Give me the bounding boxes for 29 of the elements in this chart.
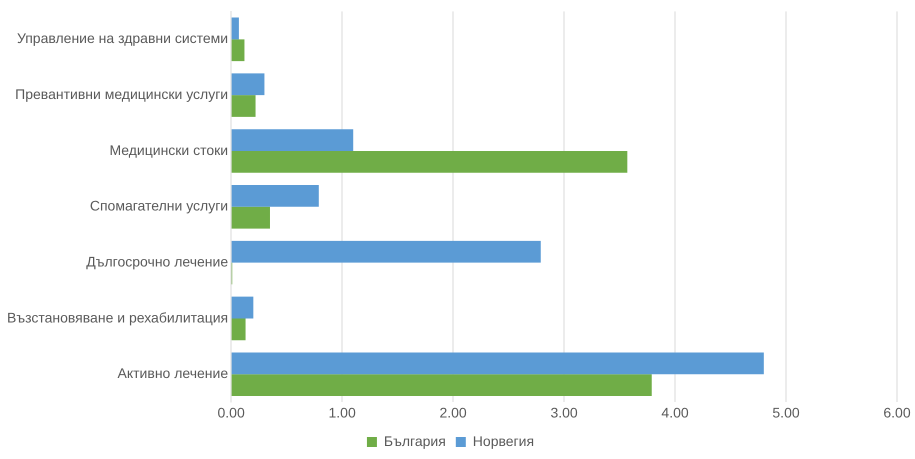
bar: [232, 73, 264, 96]
x-tick-label: 3.00: [550, 404, 578, 420]
x-tick-label: 6.00: [883, 404, 911, 420]
y-tick-label: Активно лечение: [118, 365, 228, 382]
bar: [232, 318, 246, 340]
y-tick-label: Управление на здравни системи: [16, 30, 228, 46]
legend-label: България: [384, 432, 446, 449]
x-tick-label: 1.00: [328, 404, 356, 420]
x-tick-label: 5.00: [772, 404, 800, 420]
y-tick-label: Спомагателни услуги: [90, 198, 228, 214]
bar: [232, 352, 764, 374]
x-tick-label: 4.00: [661, 404, 689, 420]
bar: [232, 296, 254, 318]
y-tick-label: Дългосрочно лечение: [86, 253, 228, 270]
y-tick-label: Превантивни медицински услуги: [15, 86, 228, 102]
bar: [232, 206, 270, 229]
legend-label: Норвегия: [472, 432, 534, 449]
bar: [232, 129, 354, 151]
y-tick-label: Медицински стоки: [109, 142, 228, 158]
bar: [232, 150, 628, 173]
bar: [232, 39, 244, 62]
bar: [232, 374, 652, 396]
bar: [232, 18, 239, 40]
bar: [232, 240, 541, 263]
y-tick-label: Възстановяване и рехабилитация: [6, 309, 228, 326]
bar: [232, 185, 319, 207]
bar: [232, 95, 256, 117]
x-tick-label: 2.00: [439, 404, 467, 420]
x-tick-label: 0.00: [218, 404, 245, 420]
